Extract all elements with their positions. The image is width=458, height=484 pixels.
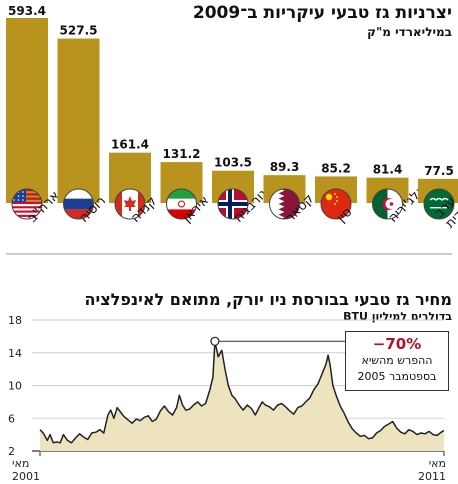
- x-tick-month: מאי: [12, 457, 29, 470]
- flag-ring: [217, 188, 249, 220]
- y-tick-label: 10: [8, 380, 22, 393]
- price-series-line: [39, 340, 445, 444]
- bar-value-label: 81.4: [373, 163, 403, 177]
- iran-flag: [166, 189, 197, 219]
- callout-text-1: ההפרש מהשיא: [361, 354, 433, 367]
- flag-ring: [63, 188, 94, 220]
- callout-percent: −70%: [372, 335, 422, 353]
- china-flag: [321, 189, 351, 219]
- bar-value-label: 77.5: [424, 164, 454, 178]
- y-tick-label: 2: [8, 445, 15, 458]
- bar-value-label: 103.5: [214, 156, 252, 170]
- callout-text-2: בספטמבר 2005: [357, 370, 437, 383]
- flag-ring: [166, 188, 197, 220]
- x-tick-year: 2001: [12, 470, 40, 483]
- bar-value-label: 89.3: [270, 160, 300, 174]
- price-area-fill: [40, 341, 444, 451]
- bar-value-label: 527.5: [60, 24, 98, 38]
- x-tick-year: 2011: [418, 470, 446, 483]
- bar-value-label: 85.2: [321, 161, 351, 175]
- production-chart-title: יצרניות גז טבעי עיקריות ב־2009: [192, 3, 452, 23]
- y-tick-label: 14: [8, 347, 22, 360]
- algeria-flag: [372, 189, 403, 219]
- x-tick-month: מאי: [429, 457, 446, 470]
- bar-value-label: 131.2: [163, 147, 201, 161]
- bar-russia: [57, 38, 100, 203]
- production-chart-subtitle: במיליארדי מ"ק: [367, 25, 452, 39]
- peak-marker: [210, 336, 220, 346]
- flag-ring: [423, 188, 455, 220]
- bar-usa: [6, 18, 48, 203]
- flag-ring: [320, 188, 352, 220]
- y-tick-label: 6: [8, 412, 15, 425]
- bar-value-label: 593.4: [8, 4, 46, 18]
- bar-value-label: 161.4: [111, 138, 149, 152]
- canada-flag: [115, 189, 145, 219]
- price-chart-title: מחיר גז טבעי בבורסת ניו יורק, מתואם לאינ…: [84, 290, 452, 309]
- flag-ring: [269, 188, 300, 220]
- flag-ring: [372, 188, 403, 220]
- production-bar-chart: 593.4ארה"ב527.5רוסיה161.4קנדה131.2איראן1…: [6, 4, 458, 255]
- qatar-flag: [269, 189, 300, 219]
- norway-flag: [218, 189, 248, 219]
- flag-ring: [11, 188, 43, 220]
- russia-flag: [63, 189, 94, 219]
- saudi-arabia-flag: [424, 189, 454, 219]
- y-tick-label: 18: [8, 314, 22, 327]
- flag-ring: [114, 188, 146, 220]
- peak-callout: −70% ההפרש מהשיא בספטמבר 2005: [345, 331, 449, 391]
